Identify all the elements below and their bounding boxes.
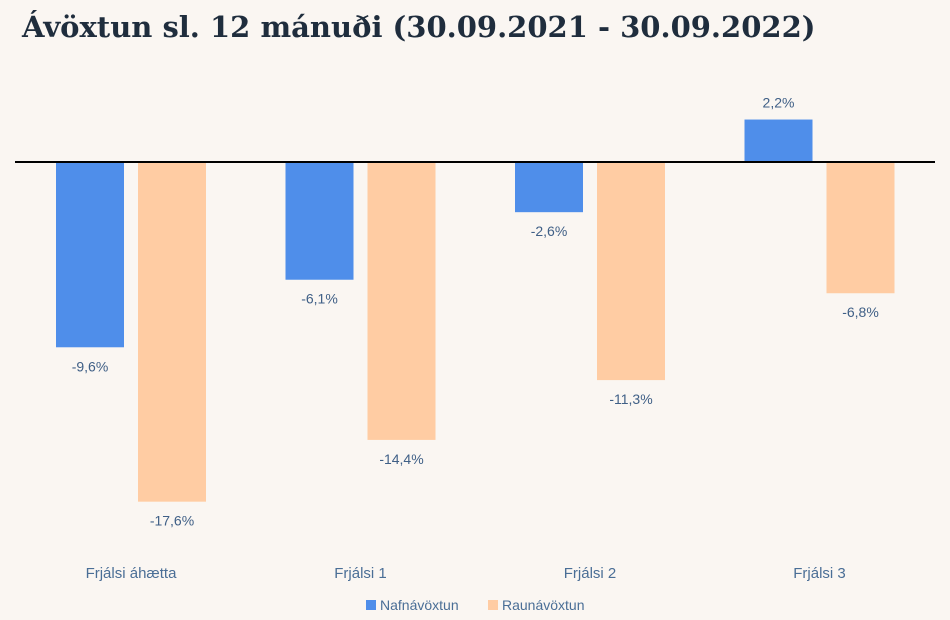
value-label: -6,1%: [301, 291, 338, 307]
bar-nafnavoxtun-4: [744, 119, 813, 162]
bar-raunavoxtun-1: [138, 162, 206, 502]
bar-nafnavoxtun-3: [515, 162, 583, 213]
bar-raunavoxtun-2: [367, 162, 436, 440]
category-labels-group: Frjálsi áhætta Frjálsi 1 Frjálsi 2 Frjálsi …: [86, 565, 846, 582]
category-label: Frjálsi 3: [793, 565, 846, 582]
value-labels-group: -9,6% -17,6% -6,1% -14,4% -2,6% -11,3% 2,2% -6,…: [72, 95, 879, 529]
value-label: -2,6%: [531, 223, 568, 239]
bar-raunavoxtun-3: [597, 162, 665, 381]
value-label: -17,6%: [150, 513, 194, 529]
value-label: -6,8%: [842, 304, 879, 320]
legend-swatch-nafnavoxtun: [366, 600, 376, 610]
category-label: Frjálsi áhætta: [86, 565, 178, 582]
bar-nafnavoxtun-2: [285, 162, 354, 280]
legend-label-nafnavoxtun: Nafnávöxtun: [380, 597, 459, 613]
legend-swatch-raunavoxtun: [488, 600, 498, 610]
category-label: Frjálsi 1: [334, 565, 387, 582]
value-label: -14,4%: [379, 451, 423, 467]
legend: Nafnávöxtun Raunávöxtun: [366, 597, 585, 613]
bar-nafnavoxtun-1: [56, 162, 124, 348]
value-label: -9,6%: [72, 358, 109, 374]
value-label: 2,2%: [763, 95, 795, 111]
bars-group: [56, 119, 895, 502]
chart-title: Ávöxtun sl. 12 mánuði (30.09.2021 - 30.0…: [22, 10, 816, 44]
category-label: Frjálsi 2: [564, 565, 617, 582]
bar-raunavoxtun-4: [826, 162, 895, 294]
value-label: -11,3%: [609, 391, 652, 407]
legend-label-raunavoxtun: Raunávöxtun: [502, 597, 585, 613]
